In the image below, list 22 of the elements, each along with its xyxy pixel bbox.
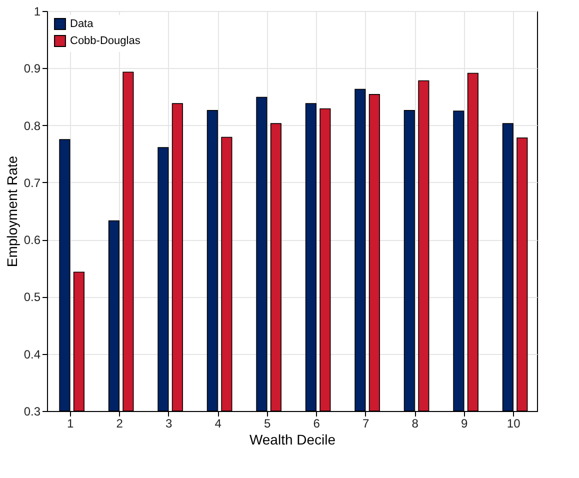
- y-tick-label: 0.4: [24, 347, 41, 362]
- legend-label: Data: [70, 18, 94, 30]
- y-axis-title: Employment Rate: [4, 156, 20, 268]
- x-tick-label: 6: [313, 416, 320, 430]
- y-tick-label: 0.9: [24, 62, 41, 76]
- x-tick-label: 10: [506, 416, 521, 430]
- x-tick-label: 4: [214, 416, 222, 430]
- legend-label: Cobb-Douglas: [70, 35, 141, 47]
- y-tick-label: 0.7: [24, 176, 41, 190]
- x-tick-label: 5: [264, 416, 272, 430]
- y-tick-label: 0.5: [24, 290, 41, 304]
- y-tick-label: 0.3: [24, 404, 41, 418]
- y-tick-label: 0.8: [24, 118, 41, 133]
- y-tick-label: 1: [34, 4, 41, 18]
- x-tick-label: 7: [362, 416, 370, 430]
- x-tick-label: 8: [412, 416, 419, 430]
- x-tick-label: 2: [116, 416, 124, 430]
- x-tick-label: 1: [67, 416, 74, 430]
- y-tick-label: 0.6: [24, 233, 41, 248]
- x-axis-title: Wealth Decile: [249, 432, 336, 448]
- x-tick-label: 3: [166, 416, 173, 430]
- x-tick-label: 9: [461, 416, 468, 430]
